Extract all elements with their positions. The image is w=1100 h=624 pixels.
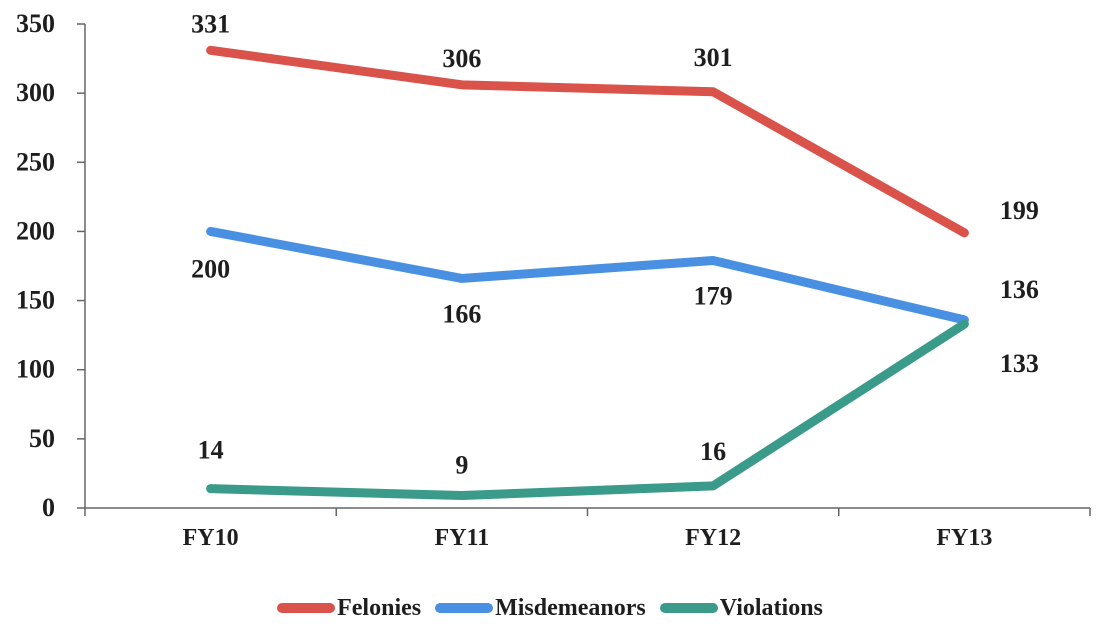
data-label-felonies: 306 — [442, 44, 481, 73]
data-label-misdemeanors: 200 — [191, 254, 230, 283]
series-line-violations — [206, 319, 969, 501]
y-tick-label: 350 — [16, 9, 55, 38]
x-tick-label: FY10 — [183, 525, 239, 551]
y-tick-label: 50 — [29, 424, 55, 453]
y-tick-label: 150 — [16, 286, 55, 315]
data-label-felonies: 331 — [191, 9, 230, 38]
chart-legend: Felonies Misdemeanors Violations — [0, 592, 1100, 624]
series-line-misdemeanors — [206, 226, 969, 325]
legend-item-felonies: Felonies — [277, 595, 421, 622]
x-tick-label: FY13 — [936, 525, 992, 551]
y-tick-label: 100 — [16, 355, 55, 384]
data-labels: 331 306 301 199 200 166 179 136 14 9 16 133 — [191, 9, 1039, 479]
legend-item-violations: Violations — [659, 594, 823, 622]
y-tick-label: 200 — [16, 216, 55, 245]
y-tick-label: 250 — [16, 147, 55, 176]
data-label-violations: 9 — [455, 451, 468, 480]
data-label-violations: 133 — [1000, 349, 1039, 378]
data-label-felonies: 301 — [694, 43, 733, 72]
chart-axes: 0 50 100 150 200 250 300 350 FY10 FY11 FY12 FY13 — [16, 9, 1091, 551]
y-tick-label: 0 — [42, 493, 55, 522]
legend-label-misdemeanors: Misdemeanors — [495, 594, 646, 621]
legend-swatch-violations — [659, 603, 718, 613]
y-tick-label: 300 — [16, 78, 55, 107]
legend-label-violations: Violations — [719, 594, 823, 621]
legend-swatch-misdemeanors — [435, 603, 494, 613]
data-label-violations: 16 — [700, 437, 726, 466]
legend-swatch-felonies — [277, 603, 336, 613]
series-lines — [206, 45, 969, 501]
data-label-felonies: 199 — [1000, 196, 1039, 225]
series-line-felonies — [206, 45, 969, 238]
x-tick-label: FY12 — [685, 525, 741, 551]
legend-label-felonies: Felonies — [337, 594, 422, 621]
data-label-misdemeanors: 136 — [1000, 275, 1039, 304]
data-label-violations: 14 — [198, 436, 224, 465]
legend-item-misdemeanors: Misdemeanors — [435, 595, 646, 622]
data-label-misdemeanors: 179 — [694, 281, 733, 310]
x-tick-label: FY11 — [435, 525, 490, 551]
data-label-misdemeanors: 166 — [442, 299, 481, 328]
